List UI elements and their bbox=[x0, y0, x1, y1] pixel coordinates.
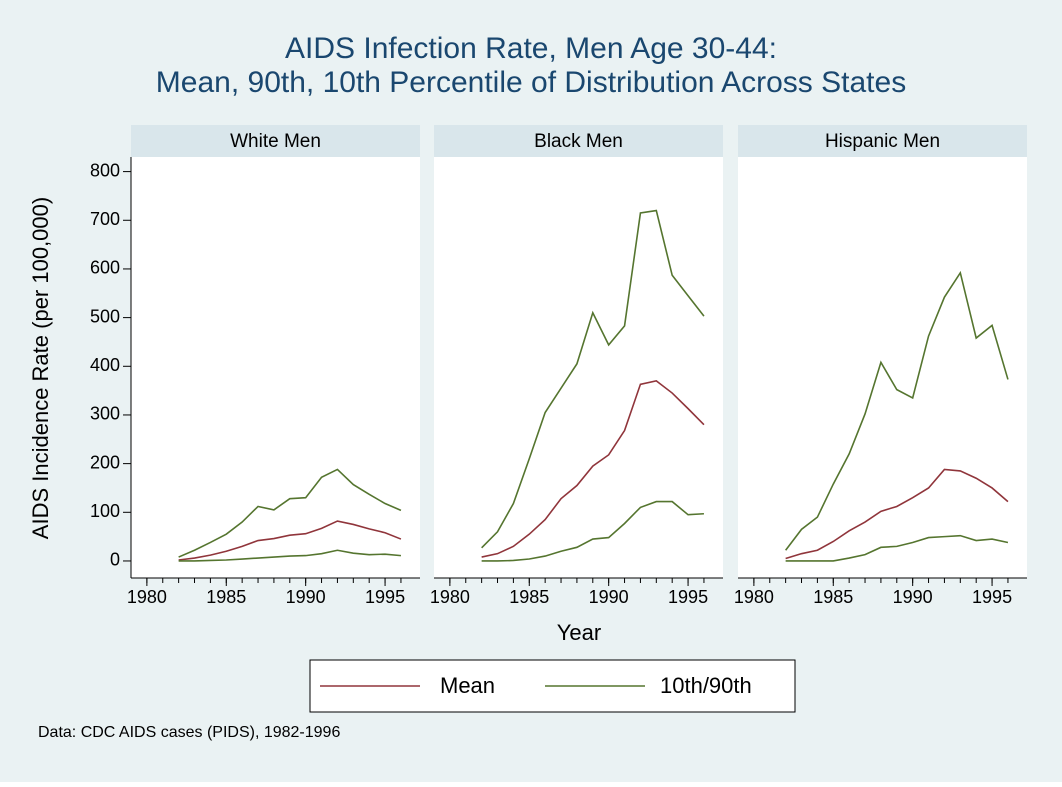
y-tick-label: 200 bbox=[90, 452, 120, 472]
chart-title: Mean, 90th, 10th Percentile of Distribut… bbox=[156, 66, 906, 99]
series-line bbox=[784, 270, 1009, 551]
series-line bbox=[178, 468, 402, 558]
note: Data: CDC AIDS cases (PIDS), 1982-1996 bbox=[38, 724, 340, 741]
x-tick-label: 1980 bbox=[127, 587, 167, 607]
panel-title: White Men bbox=[230, 131, 321, 152]
x-tick-label: 1985 bbox=[206, 587, 246, 607]
plot-area bbox=[434, 157, 723, 578]
panel-header bbox=[131, 125, 420, 157]
x-tick-label: 1980 bbox=[734, 587, 774, 607]
y-tick-label: 800 bbox=[90, 160, 120, 180]
x-tick-label: 1990 bbox=[589, 587, 629, 607]
y-tick-label: 300 bbox=[90, 404, 120, 424]
plot-area bbox=[131, 157, 420, 578]
x-tick-label: 1980 bbox=[430, 587, 470, 607]
y-tick-label: 100 bbox=[90, 501, 120, 521]
y-tick-label: 400 bbox=[90, 355, 120, 375]
y-tick-label: 600 bbox=[90, 258, 120, 278]
x-tick-label: 1995 bbox=[365, 587, 405, 607]
chart-title: AIDS Infection Rate, Men Age 30-44: bbox=[285, 32, 777, 65]
panel-title: Hispanic Men bbox=[825, 131, 940, 152]
legend-label: Mean bbox=[440, 673, 495, 698]
x-tick-label: 1990 bbox=[286, 587, 326, 607]
x-tick-label: 1995 bbox=[668, 587, 708, 607]
series-line bbox=[178, 549, 402, 562]
y-tick-label: 0 bbox=[110, 550, 120, 570]
legend-label: 10th/90th bbox=[660, 673, 752, 698]
panel-title: Black Men bbox=[534, 131, 623, 152]
plot-area bbox=[738, 157, 1027, 578]
y-axis-label: AIDS Incidence Rate (per 100,000) bbox=[28, 197, 53, 539]
x-tick-label: 1985 bbox=[509, 587, 549, 607]
x-axis-label: Year bbox=[557, 620, 601, 645]
series-line bbox=[785, 468, 1009, 560]
panel-header bbox=[738, 125, 1027, 157]
x-tick-label: 1995 bbox=[972, 587, 1012, 607]
x-tick-label: 1990 bbox=[893, 587, 933, 607]
y-tick-label: 700 bbox=[90, 209, 120, 229]
y-tick-label: 500 bbox=[90, 306, 120, 326]
x-tick-label: 1985 bbox=[813, 587, 853, 607]
panel-header bbox=[434, 125, 723, 157]
series-line bbox=[481, 500, 704, 562]
series-line bbox=[785, 534, 1009, 562]
series-line bbox=[178, 520, 402, 561]
series-line bbox=[481, 209, 705, 549]
series-line bbox=[481, 380, 705, 558]
